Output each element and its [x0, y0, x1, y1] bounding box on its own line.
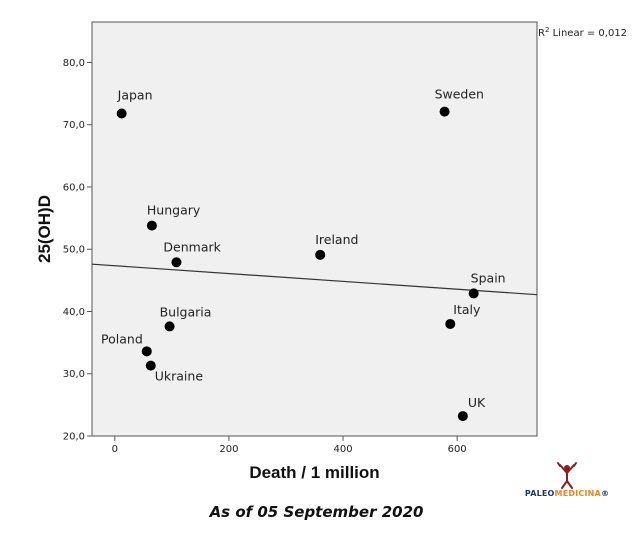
x-tick-label: 0	[112, 444, 118, 455]
point-label-hungary: Hungary	[147, 203, 201, 218]
point-poland	[141, 346, 152, 357]
y-axis-title: 25(OH)D	[35, 195, 54, 263]
fit-line	[91, 263, 538, 296]
point-label-italy: Italy	[453, 302, 481, 317]
point-label-japan: Japan	[117, 88, 153, 103]
point-denmark	[171, 257, 182, 268]
y-tick-label: 40,0	[63, 307, 85, 318]
x-axis-title: Death / 1 million	[249, 463, 379, 482]
logo-text-part1: PALEO	[524, 489, 555, 498]
y-tick-label: 80,0	[63, 58, 85, 69]
point-label-denmark: Denmark	[163, 239, 221, 254]
point-label-ireland: Ireland	[315, 232, 358, 247]
point-ireland	[315, 249, 326, 260]
point-italy	[445, 318, 456, 329]
point-label-spain: Spain	[471, 270, 506, 285]
point-bulgaria	[164, 321, 175, 332]
logo-text: PALEOMEDICINA®	[522, 489, 612, 498]
x-tick-label: 200	[219, 444, 238, 455]
y-tick-label: 70,0	[63, 120, 85, 131]
point-label-poland: Poland	[101, 331, 143, 346]
point-hungary	[146, 220, 157, 231]
point-spain	[468, 288, 479, 299]
r2-sup: 2	[545, 26, 549, 34]
point-uk	[457, 411, 468, 422]
logo-trademark: ®	[600, 489, 610, 498]
y-tick-label: 20,0	[63, 432, 85, 443]
data-points: Japan Sweden Hungary Denmark Ireland Spain Ita…	[101, 87, 506, 422]
chart-caption: As of 05 September 2020	[209, 503, 424, 521]
axes: 20,0 30,0 40,0 50,0 60,0 70,0 80,0 0 200 400 600	[63, 58, 467, 455]
plot-area	[91, 21, 538, 437]
y-tick-label: 60,0	[63, 182, 85, 193]
point-ukraine	[145, 360, 156, 371]
r2-label: R2 Linear = 0,012	[538, 26, 627, 39]
logo-text-part2: MEDICINA	[554, 489, 601, 498]
point-label-uk: UK	[468, 395, 486, 410]
point-label-bulgaria: Bulgaria	[160, 304, 212, 319]
x-tick-label: 400	[333, 444, 352, 455]
point-sweden	[439, 106, 450, 117]
r2-prefix: R	[538, 28, 545, 39]
y-tick-label: 30,0	[63, 369, 85, 380]
x-tick-label: 600	[448, 444, 467, 455]
point-label-ukraine: Ukraine	[155, 369, 204, 384]
point-japan	[116, 108, 127, 119]
r2-suffix: Linear = 0,012	[549, 28, 627, 39]
stick-figure-icon	[557, 462, 577, 489]
paleomedicina-logo: PALEOMEDICINA®	[522, 460, 612, 504]
point-label-sweden: Sweden	[435, 87, 484, 102]
y-tick-label: 50,0	[63, 245, 85, 256]
